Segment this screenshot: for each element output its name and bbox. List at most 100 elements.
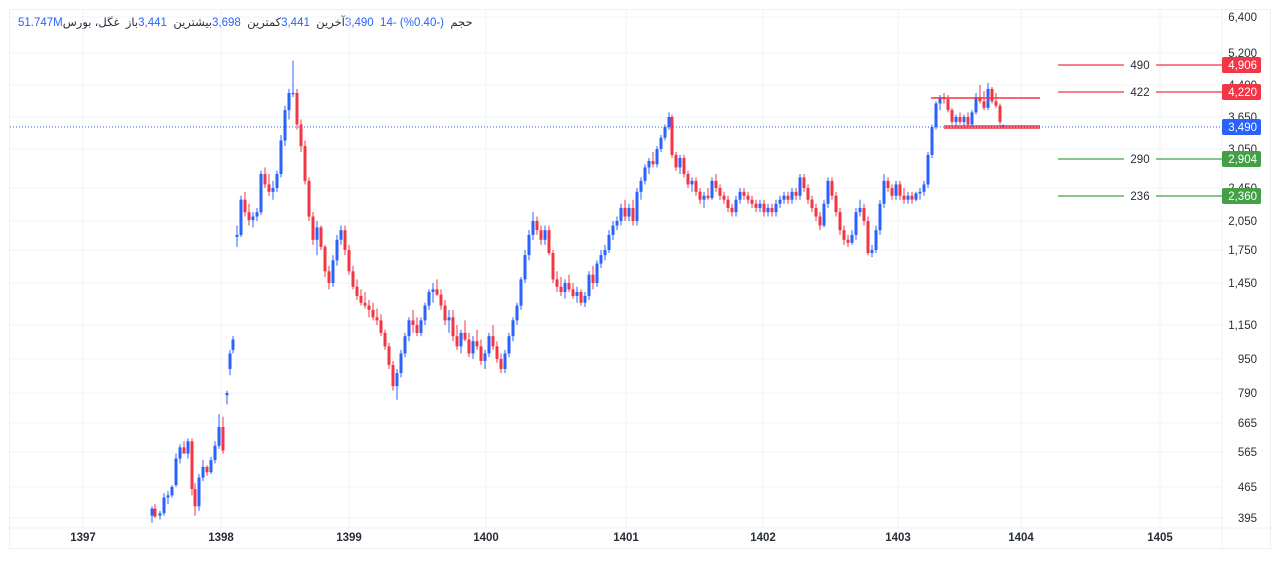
candle-body — [443, 305, 447, 321]
candle-series — [150, 60, 1005, 523]
candle-body — [958, 117, 962, 122]
candle-body — [511, 320, 515, 337]
candle-body — [599, 255, 603, 264]
candle-body — [367, 305, 371, 310]
price-tag — [1222, 188, 1261, 204]
time-axis-label: 1400 — [473, 532, 499, 544]
candle-body — [375, 317, 379, 321]
candle-body — [686, 174, 690, 185]
candle-body — [307, 180, 311, 217]
candle-body — [854, 212, 858, 235]
candle-body — [379, 320, 383, 333]
price-axis-label: 1,450 — [1228, 278, 1257, 290]
candle-body — [166, 495, 170, 498]
candle-body — [531, 221, 535, 235]
time-axis-label: 1402 — [750, 532, 776, 544]
candle-body — [427, 291, 431, 306]
candle-body — [766, 207, 770, 213]
candle-body — [990, 88, 994, 102]
candle-body — [153, 508, 157, 517]
time-axis[interactable]: 1397 1398 1399 1400 1401 1402 1403 1404 1405 — [70, 532, 1173, 544]
candle-body — [714, 180, 718, 188]
candle-body — [674, 154, 678, 168]
candle-body — [515, 305, 519, 321]
grid-lines — [10, 10, 1270, 548]
candle-body — [607, 234, 611, 250]
candle-body — [750, 199, 754, 204]
candle-body — [667, 117, 671, 128]
price-axis-label: 465 — [1238, 482, 1257, 494]
candle-body — [447, 317, 451, 321]
candle-body — [535, 221, 539, 231]
candle-body — [539, 230, 543, 240]
candle-body — [355, 286, 359, 296]
candle-body — [603, 250, 607, 256]
candle-body — [287, 92, 291, 111]
candle-body — [455, 336, 459, 347]
candle-body — [205, 466, 209, 473]
level-label: 290 — [1130, 154, 1149, 166]
candle-body — [499, 359, 503, 369]
candle-body — [754, 203, 758, 208]
time-axis-label: 1401 — [613, 532, 639, 544]
candle-body — [551, 253, 555, 280]
candle-body — [407, 320, 411, 337]
candle-body — [495, 346, 499, 359]
candle-body — [862, 207, 866, 221]
candle-body — [623, 207, 627, 217]
candle-body — [479, 346, 483, 361]
change-pct: (-0.40%) — [399, 17, 445, 29]
candle-body — [810, 199, 814, 208]
candle-body — [158, 513, 162, 516]
candle-body — [850, 234, 854, 243]
candle-body — [611, 225, 615, 235]
candle-body — [347, 250, 351, 272]
candle-body — [335, 239, 339, 261]
candle-body — [182, 447, 186, 454]
candle-body — [631, 207, 635, 221]
candle-body — [403, 336, 407, 354]
price-tag-value: 2,904 — [1228, 154, 1257, 166]
price-axis-label: 565 — [1238, 447, 1257, 459]
candle-body — [998, 105, 1002, 122]
candle-body — [323, 246, 327, 272]
candle-body — [770, 207, 774, 213]
candle-body — [217, 427, 221, 446]
candle-body — [299, 124, 303, 147]
candle-body — [339, 230, 343, 240]
candle-body — [567, 283, 571, 290]
candle-body — [702, 195, 706, 200]
candle-body — [591, 274, 595, 283]
candle-body — [838, 212, 842, 231]
candle-body — [946, 99, 950, 111]
level-label: 422 — [1130, 87, 1149, 99]
candle-body — [926, 154, 930, 185]
candle-body — [615, 221, 619, 226]
level-label: 236 — [1130, 191, 1149, 203]
candle-body — [471, 341, 475, 354]
candle-body — [978, 97, 982, 102]
candle-body — [209, 460, 213, 473]
candle-body — [311, 216, 315, 240]
price-axis-label: 790 — [1238, 388, 1257, 400]
candle-body — [710, 180, 714, 199]
candle-body — [543, 230, 547, 240]
drawn-trendlines[interactable] — [931, 97, 1040, 129]
candle-body — [491, 336, 495, 347]
candle-body — [319, 227, 323, 247]
candle-body — [527, 234, 531, 256]
candle-body — [231, 339, 235, 350]
candle-body — [663, 127, 667, 138]
candle-body — [559, 286, 563, 292]
chart-frame — [9, 9, 1271, 549]
candle-body — [782, 195, 786, 200]
candle-body — [523, 255, 527, 280]
candle-body — [423, 305, 427, 321]
horizontal-levels[interactable]: 490 422 290 236 — [1058, 60, 1222, 203]
candle-body — [419, 320, 423, 333]
candle-body — [834, 195, 838, 213]
candle-body — [193, 489, 197, 507]
candle-body — [894, 184, 898, 196]
candle-body — [619, 207, 623, 221]
